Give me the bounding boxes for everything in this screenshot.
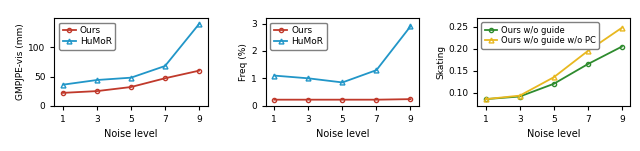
Line: Ours: Ours xyxy=(61,69,201,95)
Ours xyxy=(127,86,135,88)
Line: Ours w/o guide: Ours w/o guide xyxy=(484,45,624,101)
Ours w/o guide xyxy=(618,46,626,48)
Legend: Ours, HuMoR: Ours, HuMoR xyxy=(270,23,326,50)
Line: HuMoR: HuMoR xyxy=(61,22,202,87)
Ours xyxy=(339,99,346,101)
Ours w/o guide xyxy=(584,63,592,65)
X-axis label: Noise level: Noise level xyxy=(104,129,157,139)
Legend: Ours w/o guide, Ours w/o guide w/o PC: Ours w/o guide, Ours w/o guide w/o PC xyxy=(481,22,599,49)
HuMoR xyxy=(339,82,346,83)
Ours xyxy=(93,90,100,92)
Ours xyxy=(195,70,203,72)
Y-axis label: Freq (%): Freq (%) xyxy=(239,43,248,81)
Ours w/o guide xyxy=(482,98,490,100)
X-axis label: Noise level: Noise level xyxy=(527,129,580,139)
Ours w/o guide w/o PC xyxy=(516,95,524,96)
HuMoR xyxy=(59,84,67,86)
Ours w/o guide w/o PC xyxy=(550,76,557,78)
Ours w/o guide w/o PC xyxy=(618,27,626,29)
Line: Ours: Ours xyxy=(272,97,413,102)
Y-axis label: Skating: Skating xyxy=(436,45,445,79)
HuMoR xyxy=(305,77,312,79)
Line: Ours w/o guide w/o PC: Ours w/o guide w/o PC xyxy=(483,25,624,102)
HuMoR xyxy=(195,23,203,25)
Ours xyxy=(305,99,312,101)
HuMoR xyxy=(271,75,278,77)
Y-axis label: GMPJPE-vis (mm): GMPJPE-vis (mm) xyxy=(17,24,26,100)
Ours w/o guide xyxy=(516,96,524,97)
Legend: Ours, HuMoR: Ours, HuMoR xyxy=(59,23,115,50)
HuMoR xyxy=(406,25,414,27)
HuMoR xyxy=(161,65,169,67)
Ours w/o guide xyxy=(550,83,557,85)
HuMoR xyxy=(372,69,380,71)
Ours xyxy=(372,99,380,101)
Ours w/o guide w/o PC xyxy=(584,50,592,52)
Ours xyxy=(59,92,67,94)
Ours xyxy=(271,99,278,101)
Line: HuMoR: HuMoR xyxy=(272,24,413,85)
Ours xyxy=(161,77,169,79)
Ours xyxy=(406,98,414,100)
HuMoR xyxy=(127,77,135,79)
HuMoR xyxy=(93,79,100,81)
X-axis label: Noise level: Noise level xyxy=(316,129,369,139)
Ours w/o guide w/o PC xyxy=(482,98,490,100)
